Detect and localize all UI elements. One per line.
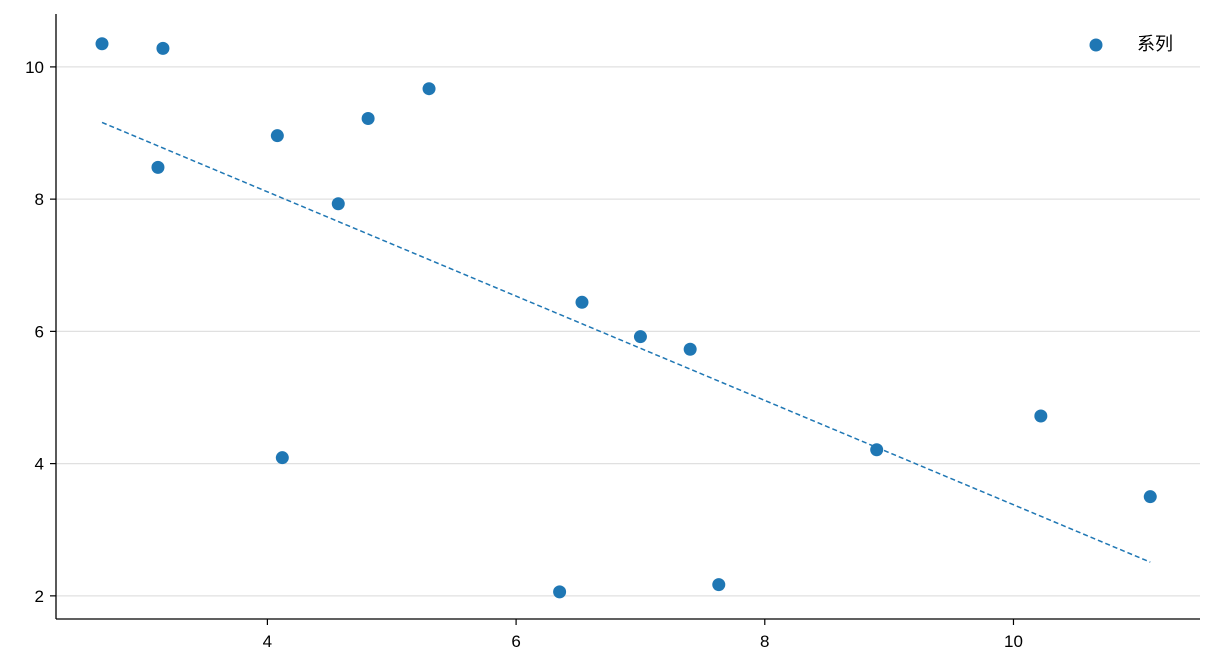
data-point-0 xyxy=(95,37,109,51)
data-point-7 xyxy=(422,82,436,96)
data-point-4 xyxy=(275,451,289,465)
data-point-15 xyxy=(1143,490,1157,504)
tick-labels: 2 4 6 8 10 4 6 8 10 xyxy=(25,58,1023,651)
data-point-13 xyxy=(870,443,884,457)
y-tick-label-10: 10 xyxy=(25,58,44,77)
axes xyxy=(50,14,1200,625)
trendline-layer xyxy=(101,121,1151,563)
x-tick-label-6: 6 xyxy=(511,632,520,651)
y-tick-label-2: 2 xyxy=(35,587,44,606)
legend: 系列 xyxy=(1089,34,1173,55)
trendline xyxy=(101,121,1151,563)
data-point-14 xyxy=(1034,409,1048,423)
data-point-12 xyxy=(712,578,726,592)
data-point-10 xyxy=(633,330,647,344)
gridlines xyxy=(56,66,1200,597)
data-point-2 xyxy=(151,160,165,174)
data-point-3 xyxy=(270,129,284,143)
x-tick-label-4: 4 xyxy=(263,632,272,651)
legend-label: 系列 xyxy=(1137,34,1173,55)
data-point-5 xyxy=(331,197,345,211)
data-point-1 xyxy=(156,41,170,55)
legend-marker xyxy=(1089,38,1103,52)
y-tick-label-8: 8 xyxy=(35,190,44,209)
y-tick-label-4: 4 xyxy=(35,455,44,474)
y-tick-label-6: 6 xyxy=(35,322,44,341)
data-point-8 xyxy=(553,585,567,599)
x-tick-label-8: 8 xyxy=(760,632,769,651)
points-layer xyxy=(95,37,1157,599)
x-tick-label-10: 10 xyxy=(1004,632,1023,651)
data-point-6 xyxy=(361,111,375,125)
data-point-9 xyxy=(575,295,589,309)
data-point-11 xyxy=(683,342,697,356)
